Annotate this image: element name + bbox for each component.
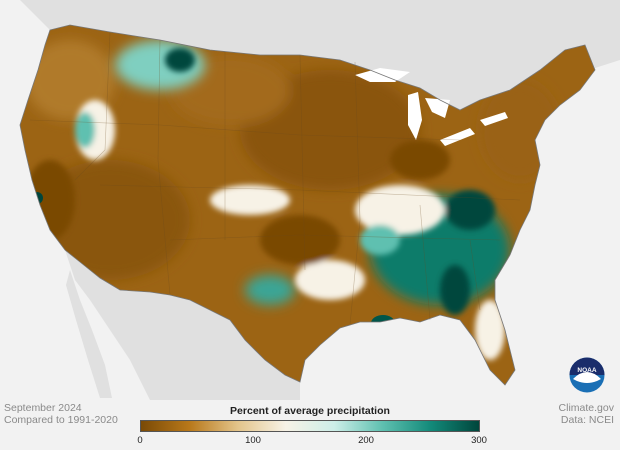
region-louisiana-wet xyxy=(371,315,395,331)
legend-title: Percent of average precipitation xyxy=(230,405,390,417)
conus-outline xyxy=(19,24,596,386)
legend-tick-300: 300 xyxy=(471,435,487,446)
state-borders xyxy=(29,31,521,326)
region-pacific-northwest xyxy=(25,40,115,120)
source-caption: Climate.gov Data: NCEI xyxy=(559,402,614,426)
mexico-landmass xyxy=(65,250,300,400)
legend-tick-100: 100 xyxy=(245,435,261,446)
noaa-logo-icon: NOAA xyxy=(569,357,605,393)
legend-color-bar xyxy=(140,420,480,432)
date-label: September 2024 xyxy=(4,402,82,414)
legend-tick-200: 200 xyxy=(358,435,374,446)
baseline-label: Compared to 1991-2020 xyxy=(4,414,118,426)
noaa-logo-text: NOAA xyxy=(577,367,596,374)
baja-peninsula xyxy=(66,270,112,398)
data-source-label: Data: NCEI xyxy=(560,414,614,426)
date-caption: September 2024 Compared to 1991-2020 xyxy=(4,402,118,426)
precipitation-map xyxy=(0,0,620,400)
region-texas-wet xyxy=(245,275,295,305)
source-site-label: Climate.gov xyxy=(558,402,614,414)
legend-tick-0: 0 xyxy=(137,435,143,446)
canada-landmass xyxy=(0,0,620,110)
